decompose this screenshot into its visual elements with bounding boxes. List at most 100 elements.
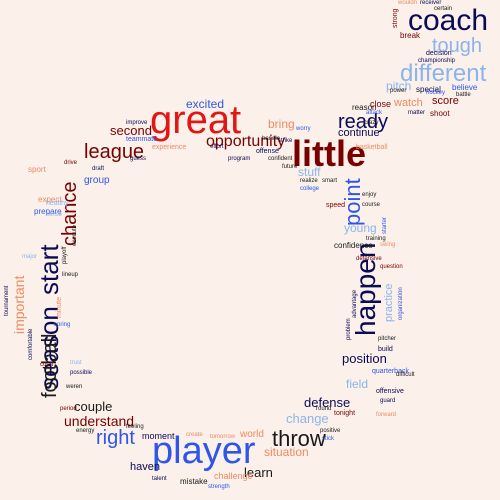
word-spring: spring (54, 322, 71, 328)
word-course: course (362, 202, 381, 208)
word-advantage: advantage (352, 289, 358, 318)
word-position: position (342, 351, 387, 366)
word-bring: bring (268, 117, 295, 131)
word-watch: watch (394, 97, 423, 109)
word-starter: starter (382, 216, 388, 234)
word-great: great (150, 98, 242, 142)
word-round: round (316, 406, 332, 412)
word-battle: battle (456, 92, 471, 98)
word-comfortable: comfortable (28, 328, 34, 360)
word-defensive: defensive (356, 256, 382, 262)
word-right: right (96, 427, 135, 449)
word-player: player (152, 430, 256, 472)
word-certain: certain (434, 6, 453, 12)
word-challenge: challenge (214, 471, 253, 481)
word-sense: sense (46, 212, 63, 218)
word-offensive: offensive (376, 388, 404, 395)
word-special: special (416, 85, 441, 94)
word-prepare: prepare (34, 207, 62, 216)
word-sport: sport (28, 165, 46, 174)
word-world: world (240, 429, 264, 440)
word-point: point (340, 178, 365, 226)
word-situation: situation (264, 445, 309, 459)
word-important: important (11, 275, 27, 334)
word-decision: decision (426, 50, 452, 57)
word-experience: experience (152, 144, 187, 151)
word-minute: minute (56, 296, 63, 318)
word-haven: haven (130, 461, 160, 473)
word-playoff: playoff (62, 246, 68, 264)
word-matter: matter (408, 110, 426, 116)
word-continue: continue (338, 127, 380, 139)
word-strike: strike (278, 138, 293, 144)
word-talent: talent (152, 476, 167, 482)
word-change: change (286, 411, 329, 426)
word-court: court (40, 362, 54, 368)
word-wouldn: wouldn (398, 0, 418, 6)
word-coach: coach (408, 4, 489, 37)
word-difficult: difficult (396, 372, 415, 378)
word-pitch: pitch (386, 79, 412, 93)
word-improve: improve (126, 120, 148, 126)
word-strength: strength (208, 484, 230, 490)
word-speed: speed (326, 202, 346, 209)
word-drive: drive (64, 160, 78, 166)
word-future: future (282, 164, 298, 170)
word-excited: excited (186, 97, 225, 111)
word-close: close (370, 99, 392, 109)
word-receiver: receiver (420, 0, 442, 6)
word-believe: believe (452, 83, 478, 92)
word-enjoy: enjoy (362, 192, 377, 198)
word-shoot: shoot (430, 109, 450, 118)
word-guess: guess (130, 156, 147, 162)
word-create: create (186, 432, 203, 438)
word-confident: confident (268, 156, 293, 162)
word-power: power (390, 88, 407, 94)
word-opportunity: opportunity (206, 133, 286, 150)
word-defense: defense (304, 395, 351, 410)
word-handle: handle (262, 136, 281, 142)
word-healthy: healthy (46, 200, 69, 207)
word-organization: organization (398, 287, 404, 320)
word-feeling: feeling (126, 424, 144, 430)
word-effort: effort (210, 144, 224, 150)
word-second: second (110, 123, 152, 138)
word-basketball: basketball (356, 144, 388, 151)
word-league: league (84, 141, 145, 163)
word-ready: ready (338, 111, 389, 133)
word-problem: problem (346, 318, 352, 340)
word-practice: practice (383, 283, 395, 322)
word-smart: smart (322, 178, 337, 184)
word-program: program (228, 156, 251, 162)
word-swing: swing (380, 242, 396, 248)
word-group: group (84, 175, 110, 186)
word-confidence: confidence (334, 241, 373, 250)
word-moment: moment (142, 431, 175, 441)
word-lineup: lineup (62, 272, 79, 278)
word-tomorrow: tomorrow (210, 434, 236, 440)
word-training: training (366, 236, 386, 242)
word-expect: expect (38, 195, 62, 204)
word-learn: learn (244, 465, 273, 480)
word-start: start (34, 244, 64, 295)
word-college: college (300, 186, 320, 192)
word-young: young (344, 221, 377, 235)
word-couple: couple (74, 399, 113, 414)
word-tonight: tonight (334, 410, 356, 417)
word-worry: worry (296, 126, 311, 132)
word-field: field (346, 377, 369, 391)
word-possible: possible (70, 370, 93, 376)
word-score: score (432, 95, 459, 107)
word-major: major (22, 254, 38, 260)
word-throw: throw (272, 426, 326, 451)
word-build: build (378, 346, 393, 353)
word-tough: tough (432, 35, 483, 57)
word-understand: understand (64, 413, 135, 429)
word-positive: positive (320, 428, 341, 434)
word-trust: trust (70, 360, 82, 366)
word-tournament: tournament (4, 285, 10, 316)
word-offense: offense (256, 148, 279, 155)
word-execute: execute (72, 224, 78, 246)
word-draft: draft (92, 166, 105, 172)
